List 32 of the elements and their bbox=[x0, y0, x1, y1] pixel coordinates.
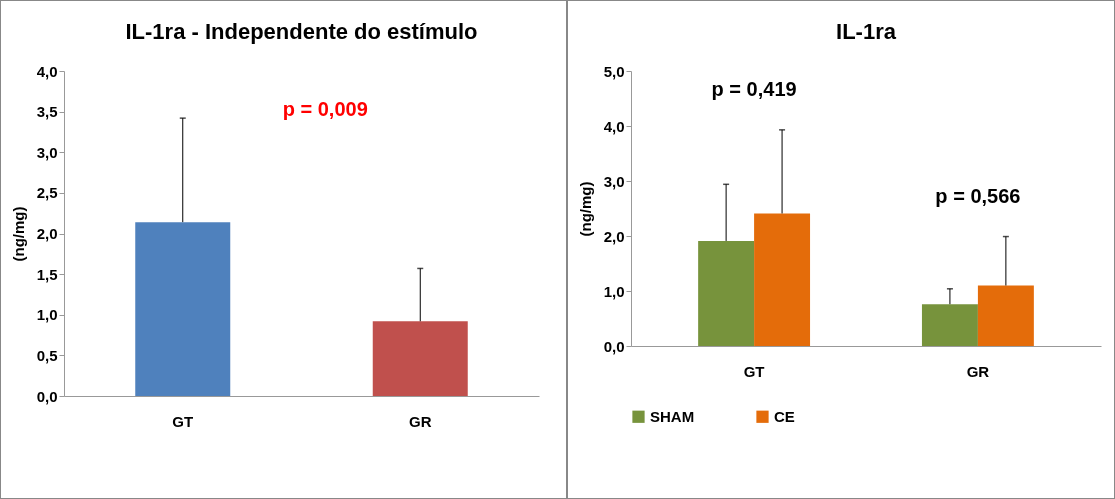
x-tick-label: GT bbox=[172, 412, 194, 430]
chart-title: IL-1ra bbox=[836, 19, 897, 44]
y-tick-label: 0,5 bbox=[36, 346, 58, 364]
y-tick-label: 2,0 bbox=[603, 227, 625, 245]
chart-title: IL-1ra - Independente do estímulo bbox=[125, 19, 478, 44]
y-tick-label: 3,0 bbox=[36, 143, 58, 161]
x-tick-label: GT bbox=[743, 362, 765, 380]
y-tick-label: 0,0 bbox=[36, 387, 58, 405]
x-tick-label: GR bbox=[409, 412, 432, 430]
annotation: p = 0,419 bbox=[711, 77, 797, 100]
y-tick-label: 1,5 bbox=[36, 265, 58, 283]
bar bbox=[698, 240, 755, 346]
y-tick-label: 4,0 bbox=[603, 117, 625, 135]
bar bbox=[921, 304, 978, 346]
annotation: p = 0,009 bbox=[282, 98, 368, 120]
legend-label: CE bbox=[774, 407, 795, 425]
y-axis-title: (ng/mg) bbox=[576, 181, 594, 237]
y-tick-label: 2,0 bbox=[36, 225, 58, 242]
y-tick-label: 1,0 bbox=[36, 306, 58, 324]
y-axis-title: (ng/mg) bbox=[9, 206, 27, 262]
y-tick-label: 3,5 bbox=[36, 103, 58, 121]
y-tick-label: 3,0 bbox=[603, 172, 625, 190]
legend-label: SHAM bbox=[650, 407, 695, 425]
annotation: p = 0,566 bbox=[935, 184, 1021, 207]
y-tick-label: 2,5 bbox=[36, 184, 58, 202]
y-tick-label: 1,0 bbox=[603, 282, 625, 300]
bar bbox=[977, 285, 1034, 346]
x-tick-label: GR bbox=[966, 362, 990, 380]
y-tick-label: 5,0 bbox=[603, 62, 625, 80]
bar bbox=[754, 213, 811, 346]
y-tick-label: 4,0 bbox=[36, 62, 58, 80]
y-tick-label: 0,0 bbox=[603, 337, 625, 355]
